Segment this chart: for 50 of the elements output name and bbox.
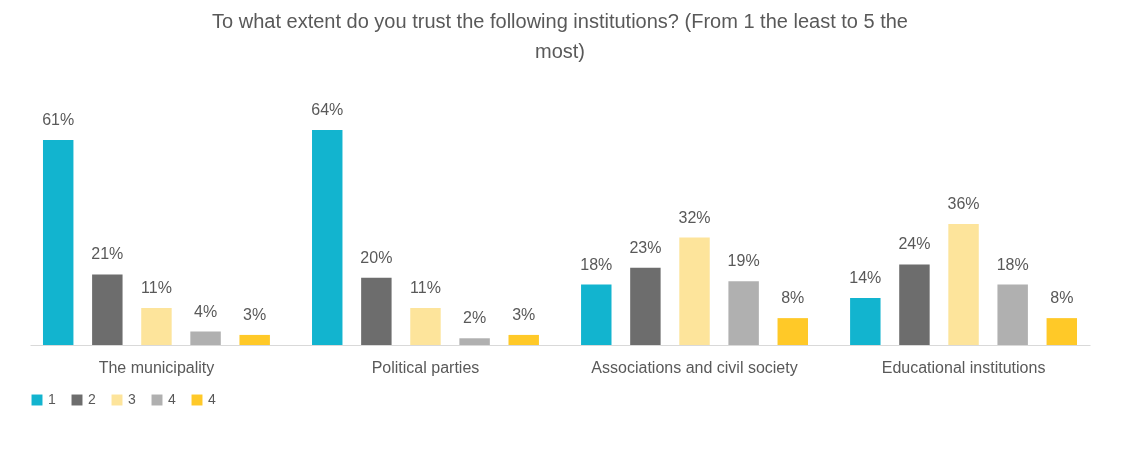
data-label: 2% <box>463 309 487 327</box>
data-label: 14% <box>849 268 882 286</box>
chart-title: To what extent do you trust the following institutions? (From 1 the least to 5 the most) <box>212 10 908 62</box>
legend-label: 3 <box>128 391 136 407</box>
data-label: 11% <box>410 279 441 297</box>
data-label: 23% <box>629 238 662 256</box>
bar <box>190 331 221 345</box>
legend-label: 2 <box>88 391 96 407</box>
x-tick-label: Educational institutions <box>881 358 1046 376</box>
x-tick-label: The municipality <box>98 358 215 376</box>
data-label: 32% <box>678 208 711 226</box>
data-label: 18% <box>580 255 613 273</box>
data-label: 64% <box>311 101 344 118</box>
data-label: 8% <box>781 289 805 307</box>
bar <box>508 334 539 345</box>
bar <box>312 130 343 345</box>
bar <box>581 284 612 345</box>
legend-label: 4 <box>208 391 216 407</box>
bar <box>850 297 881 345</box>
data-label: 21% <box>91 245 124 263</box>
data-label: 19% <box>727 252 760 270</box>
x-tick-label: Associations and civil society <box>591 358 798 376</box>
data-label: 3% <box>243 305 267 323</box>
bar <box>1046 318 1078 345</box>
data-label: 20% <box>360 248 393 266</box>
bar <box>459 338 490 345</box>
data-label: 8% <box>1050 289 1074 307</box>
data-label: 36% <box>947 195 980 213</box>
bar <box>777 318 808 345</box>
bar <box>141 308 172 345</box>
bar <box>410 308 441 345</box>
data-label: 24% <box>898 235 931 253</box>
bar <box>997 284 1028 345</box>
bar <box>42 140 74 345</box>
bar <box>361 277 392 345</box>
bar <box>679 237 710 345</box>
bar <box>630 267 661 345</box>
data-label: 4% <box>194 302 218 320</box>
bar <box>728 281 759 345</box>
data-label: 11% <box>141 279 172 297</box>
data-label: 18% <box>996 255 1029 273</box>
legend-label: 4 <box>168 391 176 407</box>
data-label: 3% <box>512 305 536 323</box>
bar <box>948 224 979 345</box>
bar <box>92 274 123 345</box>
bar <box>239 334 270 345</box>
bar <box>899 264 930 345</box>
data-label: 61% <box>42 111 75 129</box>
legend-label: 1 <box>48 391 56 407</box>
x-tick-label: Political parties <box>371 358 480 376</box>
